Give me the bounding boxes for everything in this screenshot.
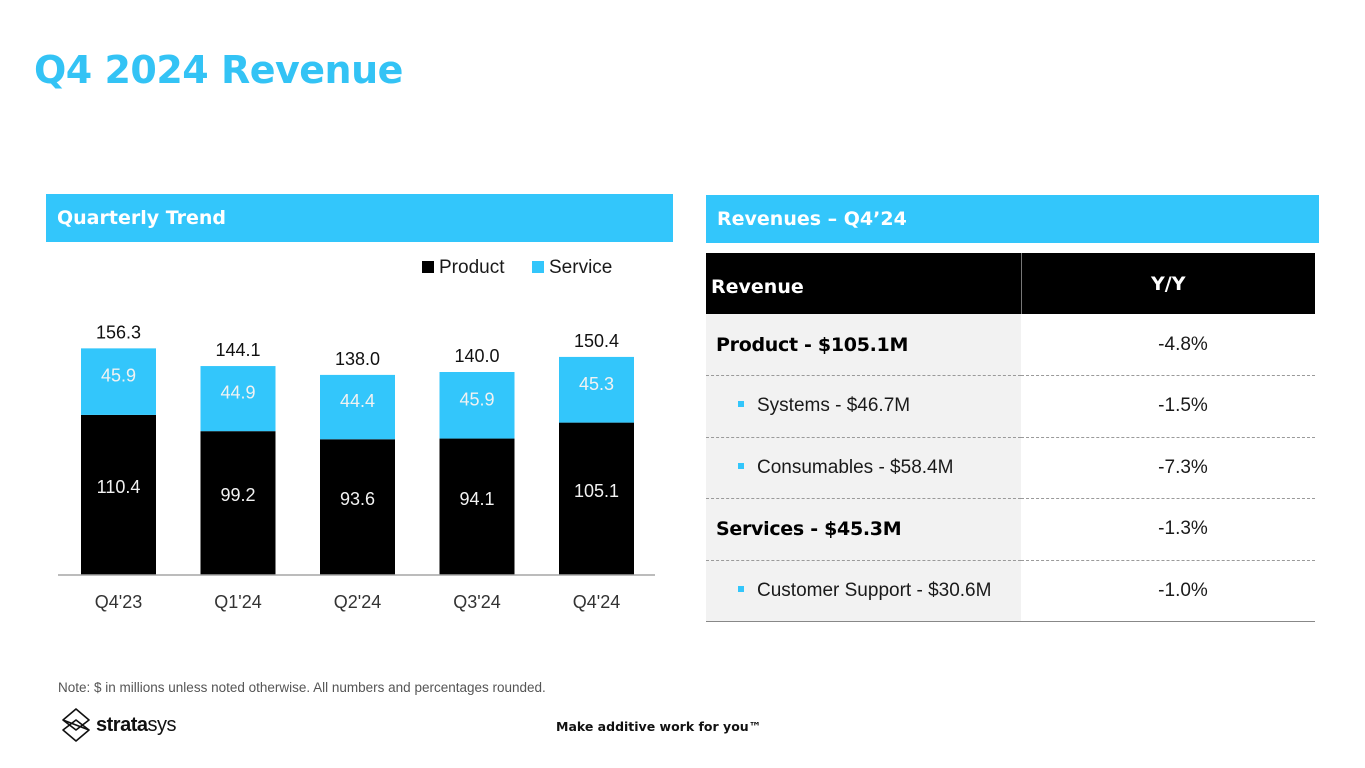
quarterly-trend-chart: Product Service 110.4 45.9 156.3 Q4'23 99.2 44… [58, 257, 655, 612]
data-label-product: 110.4 [97, 477, 141, 497]
total-label: 150.4 [574, 331, 619, 351]
bar-service-Q3'24 [439, 372, 515, 439]
total-label: 144.1 [215, 340, 260, 360]
row-label: Consumables - $58.4M [757, 456, 954, 478]
data-label-service: 45.9 [459, 389, 494, 409]
bar-service-Q4'23 [81, 348, 156, 415]
data-label-service: 44.9 [220, 383, 255, 403]
footnote: Note: $ in millions unless noted otherwi… [58, 680, 546, 695]
quarterly-trend-header: Quarterly Trend [46, 194, 673, 242]
row-yy: -1.5% [1021, 375, 1315, 438]
stratasys-logo-icon [62, 708, 90, 742]
revenue-table: Revenue Y/Y Product - $105.1M -4.8% Syst… [706, 253, 1315, 622]
stratasys-logo: stratasys [62, 708, 176, 742]
bar-product-Q4'23 [81, 414, 156, 575]
column-header-yy: Y/Y [1021, 253, 1315, 314]
chart-legend: Product Service [422, 257, 612, 278]
legend-label-product: Product [439, 257, 505, 278]
table-row-services: Services - $45.3M -1.3% [706, 498, 1315, 561]
category-label: Q1'24 [214, 592, 261, 612]
logo-wordmark: stratasys [96, 713, 176, 736]
row-yy: -4.8% [1021, 314, 1315, 376]
row-label: Services - $45.3M [706, 498, 1021, 561]
category-label: Q3'24 [453, 592, 500, 612]
bullet-icon [738, 585, 744, 592]
chart-bars [81, 348, 634, 575]
table-row-consumables: Consumables - $58.4M -7.3% [706, 437, 1315, 499]
legend-swatch-service [532, 261, 544, 273]
bar-product-Q1'24 [200, 431, 276, 575]
row-label: Customer Support - $30.6M [757, 579, 992, 601]
chart-labels: 110.4 45.9 156.3 Q4'23 99.2 44.9 144.1 Q1'24 93.… [95, 322, 620, 612]
category-label: Q4'23 [95, 592, 142, 612]
row-yy: -1.3% [1021, 498, 1315, 561]
data-label-product: 93.6 [340, 489, 375, 509]
category-label: Q4'24 [573, 592, 620, 612]
data-label-service: 45.9 [101, 366, 136, 386]
revenues-q4-header: Revenues – Q4’24 [706, 195, 1319, 243]
bar-product-Q2'24 [320, 439, 395, 575]
tagline: Make additive work for you™ [556, 719, 762, 734]
category-label: Q2'24 [334, 592, 381, 612]
data-label-product: 105.1 [574, 481, 619, 501]
data-label-product: 94.1 [459, 489, 494, 509]
table-row-customer-support: Customer Support - $30.6M -1.0% [706, 560, 1315, 622]
legend-label-service: Service [549, 257, 612, 278]
page-title: Q4 2024 Revenue [34, 48, 403, 92]
total-label: 138.0 [335, 349, 380, 369]
data-label-service: 44.4 [340, 391, 375, 411]
data-label-service: 45.3 [579, 374, 614, 394]
bullet-icon [738, 462, 744, 469]
row-label: Systems - $46.7M [757, 395, 911, 417]
column-header-revenue: Revenue [706, 253, 1022, 314]
bar-product-Q3'24 [439, 438, 515, 575]
bar-service-Q4'24 [559, 356, 634, 423]
table-row-product: Product - $105.1M -4.8% [706, 314, 1315, 376]
data-label-product: 99.2 [220, 485, 255, 505]
row-yy: -7.3% [1021, 437, 1315, 499]
row-label: Product - $105.1M [706, 314, 1021, 376]
table-header-row: Revenue Y/Y [706, 253, 1315, 314]
legend-swatch-product [422, 261, 434, 273]
bullet-icon [738, 401, 744, 408]
total-label: 140.0 [454, 346, 499, 366]
bar-product-Q4'24 [559, 422, 634, 575]
bar-service-Q1'24 [200, 366, 276, 432]
row-yy: -1.0% [1021, 560, 1315, 622]
total-label: 156.3 [96, 322, 141, 342]
bar-service-Q2'24 [320, 374, 395, 440]
table-row-systems: Systems - $46.7M -1.5% [706, 375, 1315, 438]
